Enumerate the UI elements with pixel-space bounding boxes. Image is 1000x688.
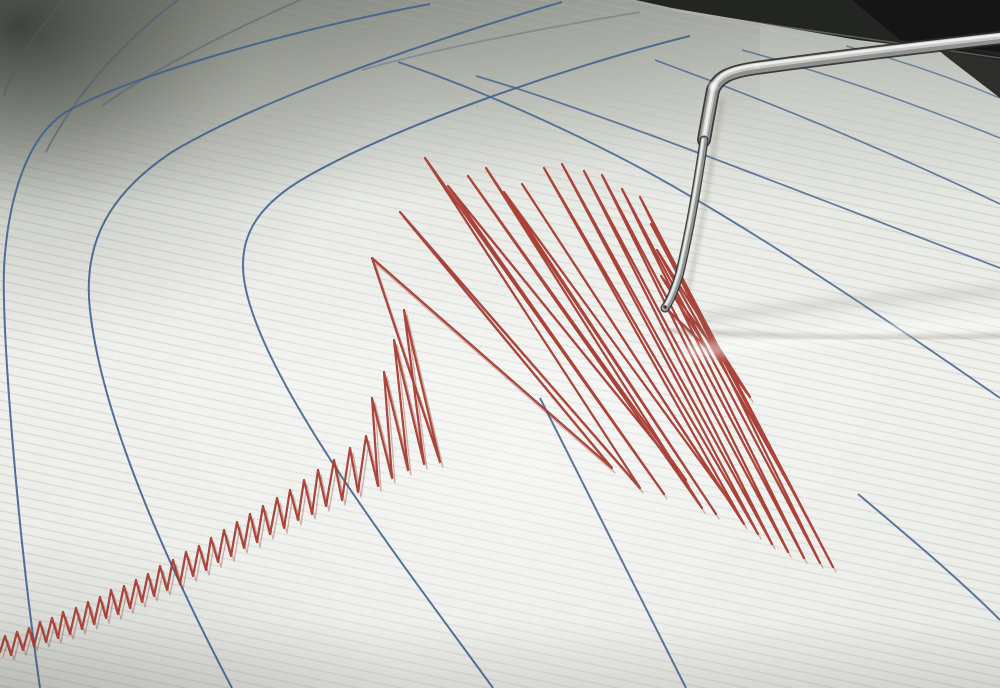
seismograph-photograph [0, 0, 1000, 688]
vignette-overlay [0, 0, 1000, 688]
seismograph-canvas [0, 0, 1000, 688]
